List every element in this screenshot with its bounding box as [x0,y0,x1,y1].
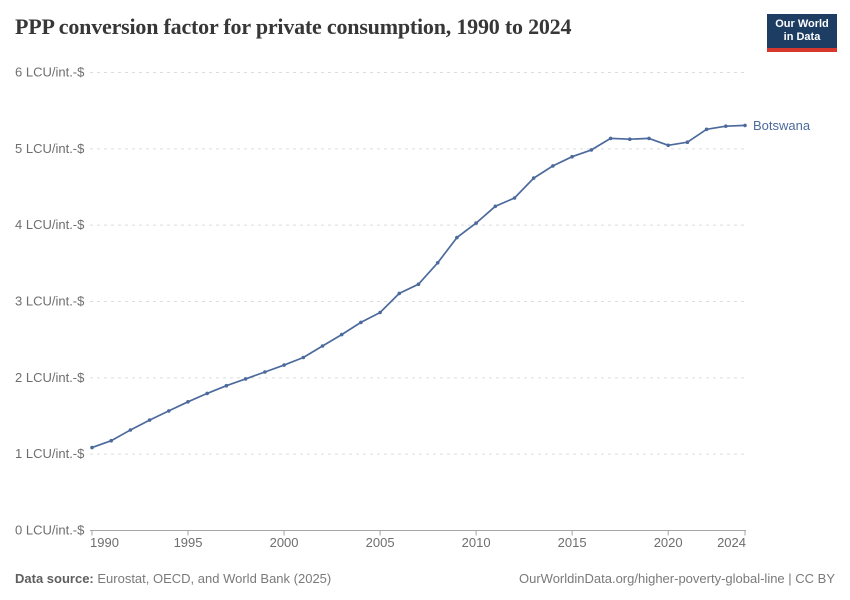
data-point [435,261,440,265]
credit-line: OurWorldinData.org/higher-poverty-global… [519,571,835,586]
y-tick-label: 5 LCU/int.-$ [15,141,85,156]
data-source-label: Data source: [15,571,94,586]
data-point [147,418,152,422]
data-point [724,124,728,128]
owid-logo-line1: Our World [775,18,829,30]
data-point [512,196,517,200]
y-tick-label: 1 LCU/int.-$ [15,446,85,461]
series-label-botswana: Botswana [753,118,811,133]
data-point [608,136,613,141]
owid-logo: Our World in Data [767,14,837,52]
x-tick-label: 2000 [270,535,299,550]
x-tick-label: 1990 [90,535,119,550]
x-tick-label: 2010 [462,535,491,550]
data-point [666,143,670,148]
data-point [378,310,382,315]
data-point [224,383,229,388]
y-tick-label: 4 LCU/int.-$ [15,217,85,232]
data-point [301,355,306,360]
data-point [359,320,363,325]
data-point [704,127,709,132]
data-point [282,363,286,367]
data-point [531,176,536,180]
data-point [339,332,344,337]
data-point [243,377,248,381]
data-point [263,370,267,374]
data-point [167,409,171,413]
data-point [186,400,190,404]
data-point [205,391,209,396]
data-point [685,140,690,144]
data-point [109,438,113,443]
x-tick-label: 1995 [174,535,203,550]
data-point [128,428,133,432]
y-tick-label: 6 LCU/int.-$ [15,65,85,80]
data-point [743,123,747,128]
owid-logo-text: Our World in Data [767,14,837,48]
x-tick-label: 2024 [717,535,746,550]
data-point [570,154,574,159]
data-source-text: Eurostat, OECD, and World Bank (2025) [93,571,332,586]
data-point [589,148,594,152]
data-point [628,137,632,141]
data-point [416,282,421,287]
data-point [320,344,325,348]
data-point [647,136,651,141]
data-point [493,204,498,209]
data-point [90,445,94,450]
data-point [455,235,459,240]
owid-logo-line2: in Data [783,31,821,43]
y-tick-label: 0 LCU/int.-$ [15,523,85,538]
y-tick-label: 3 LCU/int.-$ [15,294,85,309]
owid-logo-bar [767,48,837,52]
x-tick-label: 2005 [366,535,395,550]
x-tick-label: 2015 [558,535,587,550]
data-point [397,291,402,296]
data-point [551,164,555,168]
footer: Data source: Eurostat, OECD, and World B… [15,571,835,591]
y-tick-label: 2 LCU/int.-$ [15,370,85,385]
x-tick-label: 2020 [654,535,683,550]
chart-title: PPP conversion factor for private consum… [15,14,572,39]
data-point [474,221,478,225]
data-source: Data source: Eurostat, OECD, and World B… [15,571,331,586]
series-line-botswana [91,124,746,449]
